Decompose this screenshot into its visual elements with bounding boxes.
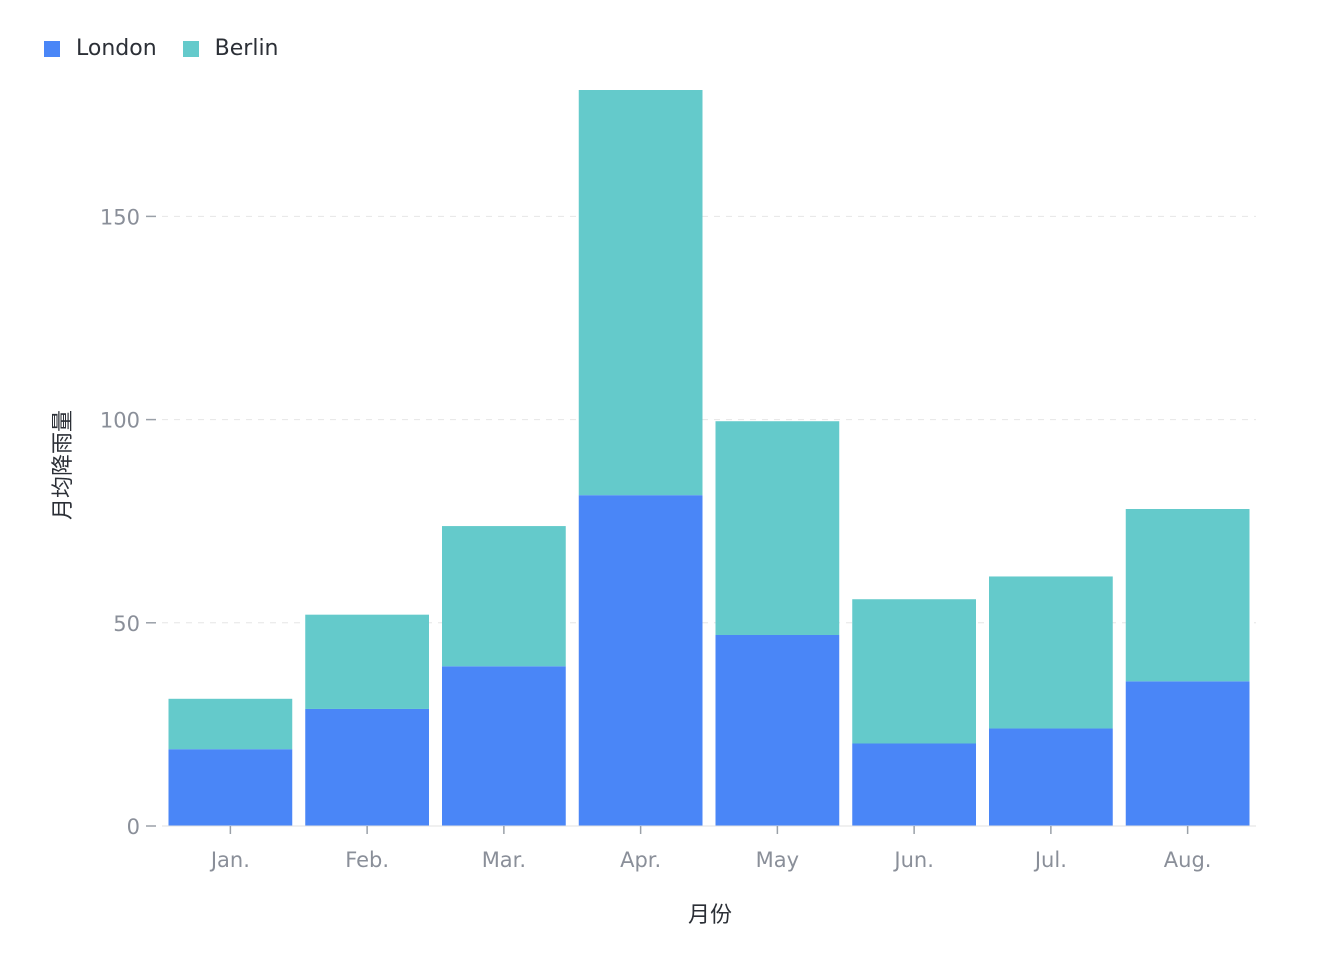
bar-berlin-jul xyxy=(989,576,1113,729)
bar-berlin-jan xyxy=(168,698,293,750)
y-tick-label: 50 xyxy=(113,612,140,636)
bar-london-feb xyxy=(305,708,429,826)
y-tick-label: 100 xyxy=(100,409,140,433)
x-tick-label: Mar. xyxy=(482,848,526,872)
legend-label-berlin: Berlin xyxy=(214,36,279,61)
x-tick-label: Apr. xyxy=(620,848,661,872)
legend: London Berlin xyxy=(44,36,279,61)
x-tick-label: Aug. xyxy=(1164,848,1212,872)
bars-layer xyxy=(168,90,1250,826)
legend-item-berlin[interactable]: Berlin xyxy=(182,36,279,61)
bar-berlin-feb xyxy=(305,614,429,709)
axis-layer: 0 50 100 150 Jan. Feb. Mar. Apr. May Jun. Jul. Aug. xyxy=(100,205,1256,872)
y-axis-title: 月均降雨量 xyxy=(51,410,76,520)
legend-swatch-berlin xyxy=(182,40,199,57)
bar-berlin-jun xyxy=(852,599,976,744)
x-tick-label: Jun. xyxy=(892,848,934,872)
bar-london-mar xyxy=(442,666,566,826)
bar-london-jan xyxy=(168,749,293,826)
bar-london-may xyxy=(715,634,840,826)
y-tick-label: 0 xyxy=(127,815,140,839)
x-tick-label: Jul. xyxy=(1033,848,1067,872)
legend-item-london[interactable]: London xyxy=(44,36,157,61)
legend-label-london: London xyxy=(76,36,157,61)
bar-london-jul xyxy=(989,728,1113,826)
bar-berlin-apr xyxy=(578,90,703,496)
bar-london-aug xyxy=(1125,681,1250,826)
x-tick-label: Feb. xyxy=(345,848,389,872)
x-tick-label: Jan. xyxy=(209,848,250,872)
bar-berlin-aug xyxy=(1125,509,1250,682)
x-tick-label: May xyxy=(756,848,799,872)
bar-london-apr xyxy=(578,495,703,826)
x-axis-title: 月份 xyxy=(688,903,732,928)
bar-berlin-may xyxy=(715,421,840,635)
y-tick-label: 150 xyxy=(100,205,140,229)
legend-swatch-london xyxy=(44,40,60,57)
bar-berlin-mar xyxy=(442,526,566,667)
bar-london-jun xyxy=(852,743,976,826)
grid-layer xyxy=(162,215,1256,624)
